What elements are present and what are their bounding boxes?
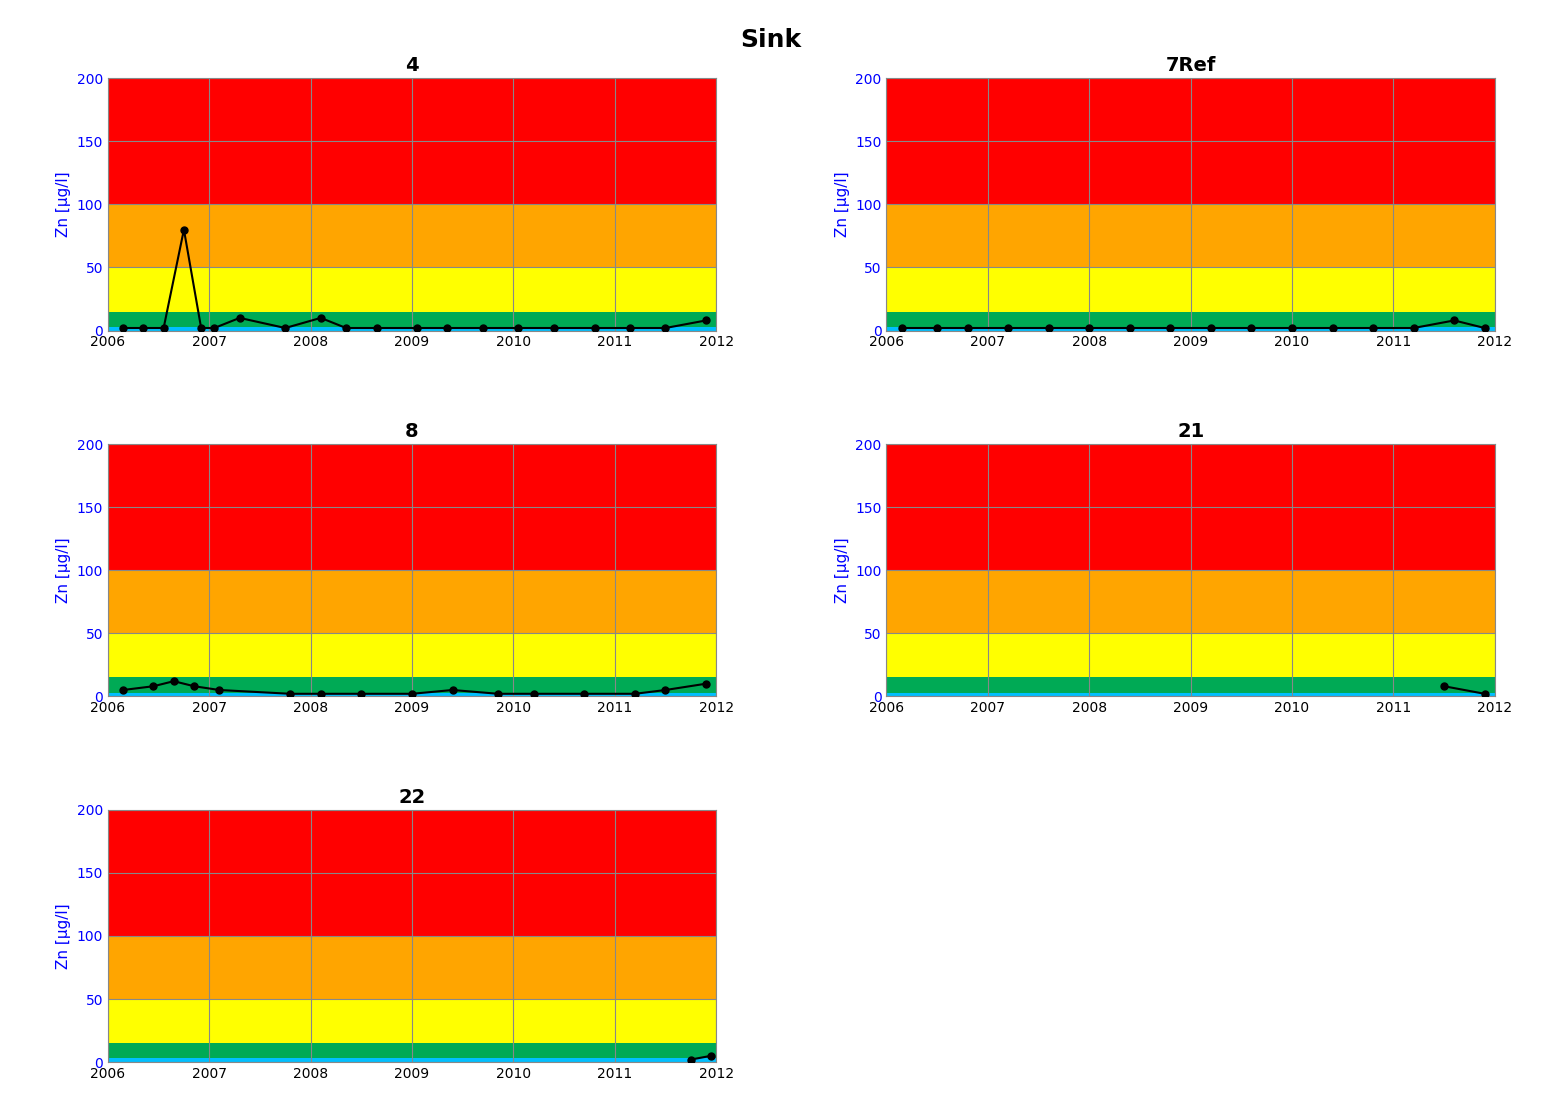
Bar	[108, 633, 717, 678]
Bar	[108, 1059, 717, 1062]
Title: 8: 8	[405, 423, 419, 442]
Bar	[108, 678, 717, 692]
Bar	[108, 78, 717, 205]
Bar	[886, 633, 1495, 678]
Y-axis label: Zn [µg/l]: Zn [µg/l]	[55, 171, 71, 237]
Y-axis label: Zn [µg/l]: Zn [µg/l]	[55, 538, 71, 603]
Bar	[108, 312, 717, 326]
Bar	[886, 267, 1495, 312]
Bar	[886, 205, 1495, 267]
Bar	[108, 692, 717, 697]
Y-axis label: Zn [µg/l]: Zn [µg/l]	[55, 903, 71, 969]
Bar	[886, 678, 1495, 692]
Bar	[108, 936, 717, 999]
Bar	[886, 444, 1495, 570]
Bar	[108, 444, 717, 570]
Bar	[886, 570, 1495, 633]
Bar	[108, 1043, 717, 1059]
Text: Sink: Sink	[740, 28, 801, 51]
Bar	[108, 570, 717, 633]
Bar	[108, 999, 717, 1043]
Title: 21: 21	[1177, 423, 1204, 442]
Bar	[108, 326, 717, 331]
Y-axis label: Zn [µg/l]: Zn [µg/l]	[835, 171, 849, 237]
Y-axis label: Zn [µg/l]: Zn [µg/l]	[835, 538, 849, 603]
Bar	[108, 809, 717, 936]
Bar	[886, 312, 1495, 326]
Bar	[886, 326, 1495, 331]
Title: 22: 22	[399, 788, 425, 807]
Bar	[108, 267, 717, 312]
Title: 4: 4	[405, 56, 419, 75]
Title: 7Ref: 7Ref	[1165, 56, 1216, 75]
Bar	[108, 205, 717, 267]
Bar	[886, 692, 1495, 697]
Bar	[886, 78, 1495, 205]
